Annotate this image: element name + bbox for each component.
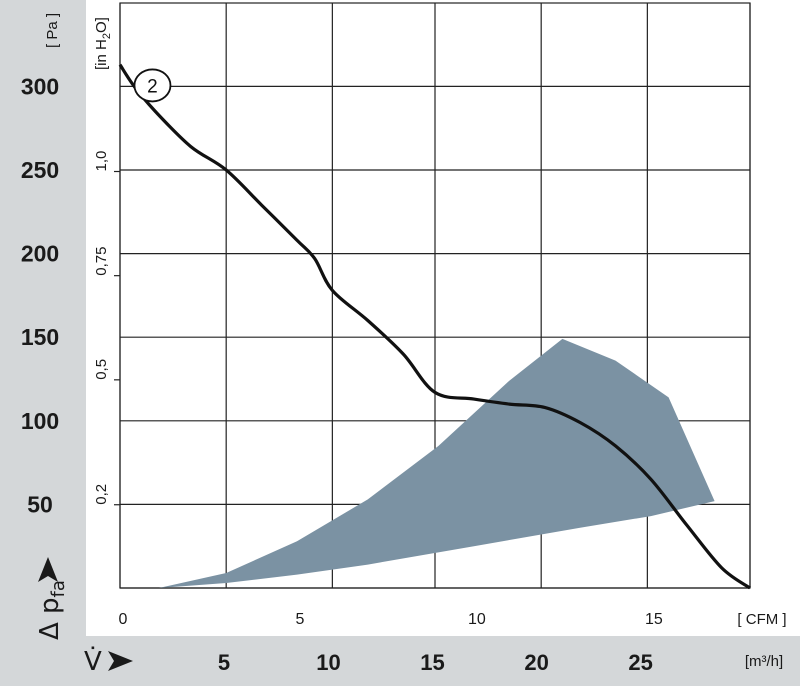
y-tick-label-pa: 200 (21, 241, 59, 267)
series-line-2 (118, 63, 751, 590)
x-tick-label-m3h: 20 (524, 650, 548, 675)
x-axis-unit-m3h: [m³/h] (745, 653, 783, 670)
y-tick-label-pa: 300 (21, 73, 59, 99)
y-tick-label-pa: 150 (21, 324, 59, 350)
operating-range-area (158, 338, 715, 588)
x-tick-label-cfm: 10 (468, 611, 486, 628)
x-tick-label-m3h: 5 (218, 650, 230, 675)
x-tick-label-m3h: 10 (316, 650, 340, 675)
y-tick-label-inh2o: 1,0 (93, 151, 110, 172)
y-axis-unit-inh2o: [in H2O] (93, 17, 113, 70)
y-tick-label-inh2o: 0,5 (93, 359, 110, 380)
x-tick-label-cfm: 5 (296, 611, 305, 628)
x-tick-label-m3h: 25 (628, 650, 652, 675)
y-tick-label-pa: 250 (21, 157, 59, 183)
x-axis-symbol: V̇ (84, 645, 102, 677)
x-axis-arrow-icon (108, 651, 133, 671)
y-tick-label-inh2o: 0,75 (93, 246, 110, 275)
axis-ticks: 50 100 150 200 250 300 0,2 0,5 0,75 1,0 0 5 10 15 5 10 1… (21, 73, 663, 675)
y-tick-label-inh2o: 0,2 (93, 484, 110, 505)
x-axis-unit-cfm: [ CFM ] (737, 611, 786, 628)
y-axis-symbol: Δ pfa (35, 580, 69, 640)
x-tick-label-m3h: 15 (420, 650, 444, 675)
bottom-axis-band (86, 636, 800, 686)
y-axis-unit-pa: [ Pa ] (44, 13, 61, 48)
series-lines: 2 (118, 63, 751, 590)
curve-marker (133, 68, 172, 103)
y-tick-label-pa: 50 (27, 491, 53, 517)
y-tick-label-pa: 100 (21, 408, 59, 434)
curve-marker-label: 2 (147, 76, 158, 97)
x-tick-label-cfm: 0 (119, 611, 128, 628)
y-axis-arrow-icon (38, 557, 58, 582)
x-tick-label-cfm: 15 (645, 611, 663, 628)
